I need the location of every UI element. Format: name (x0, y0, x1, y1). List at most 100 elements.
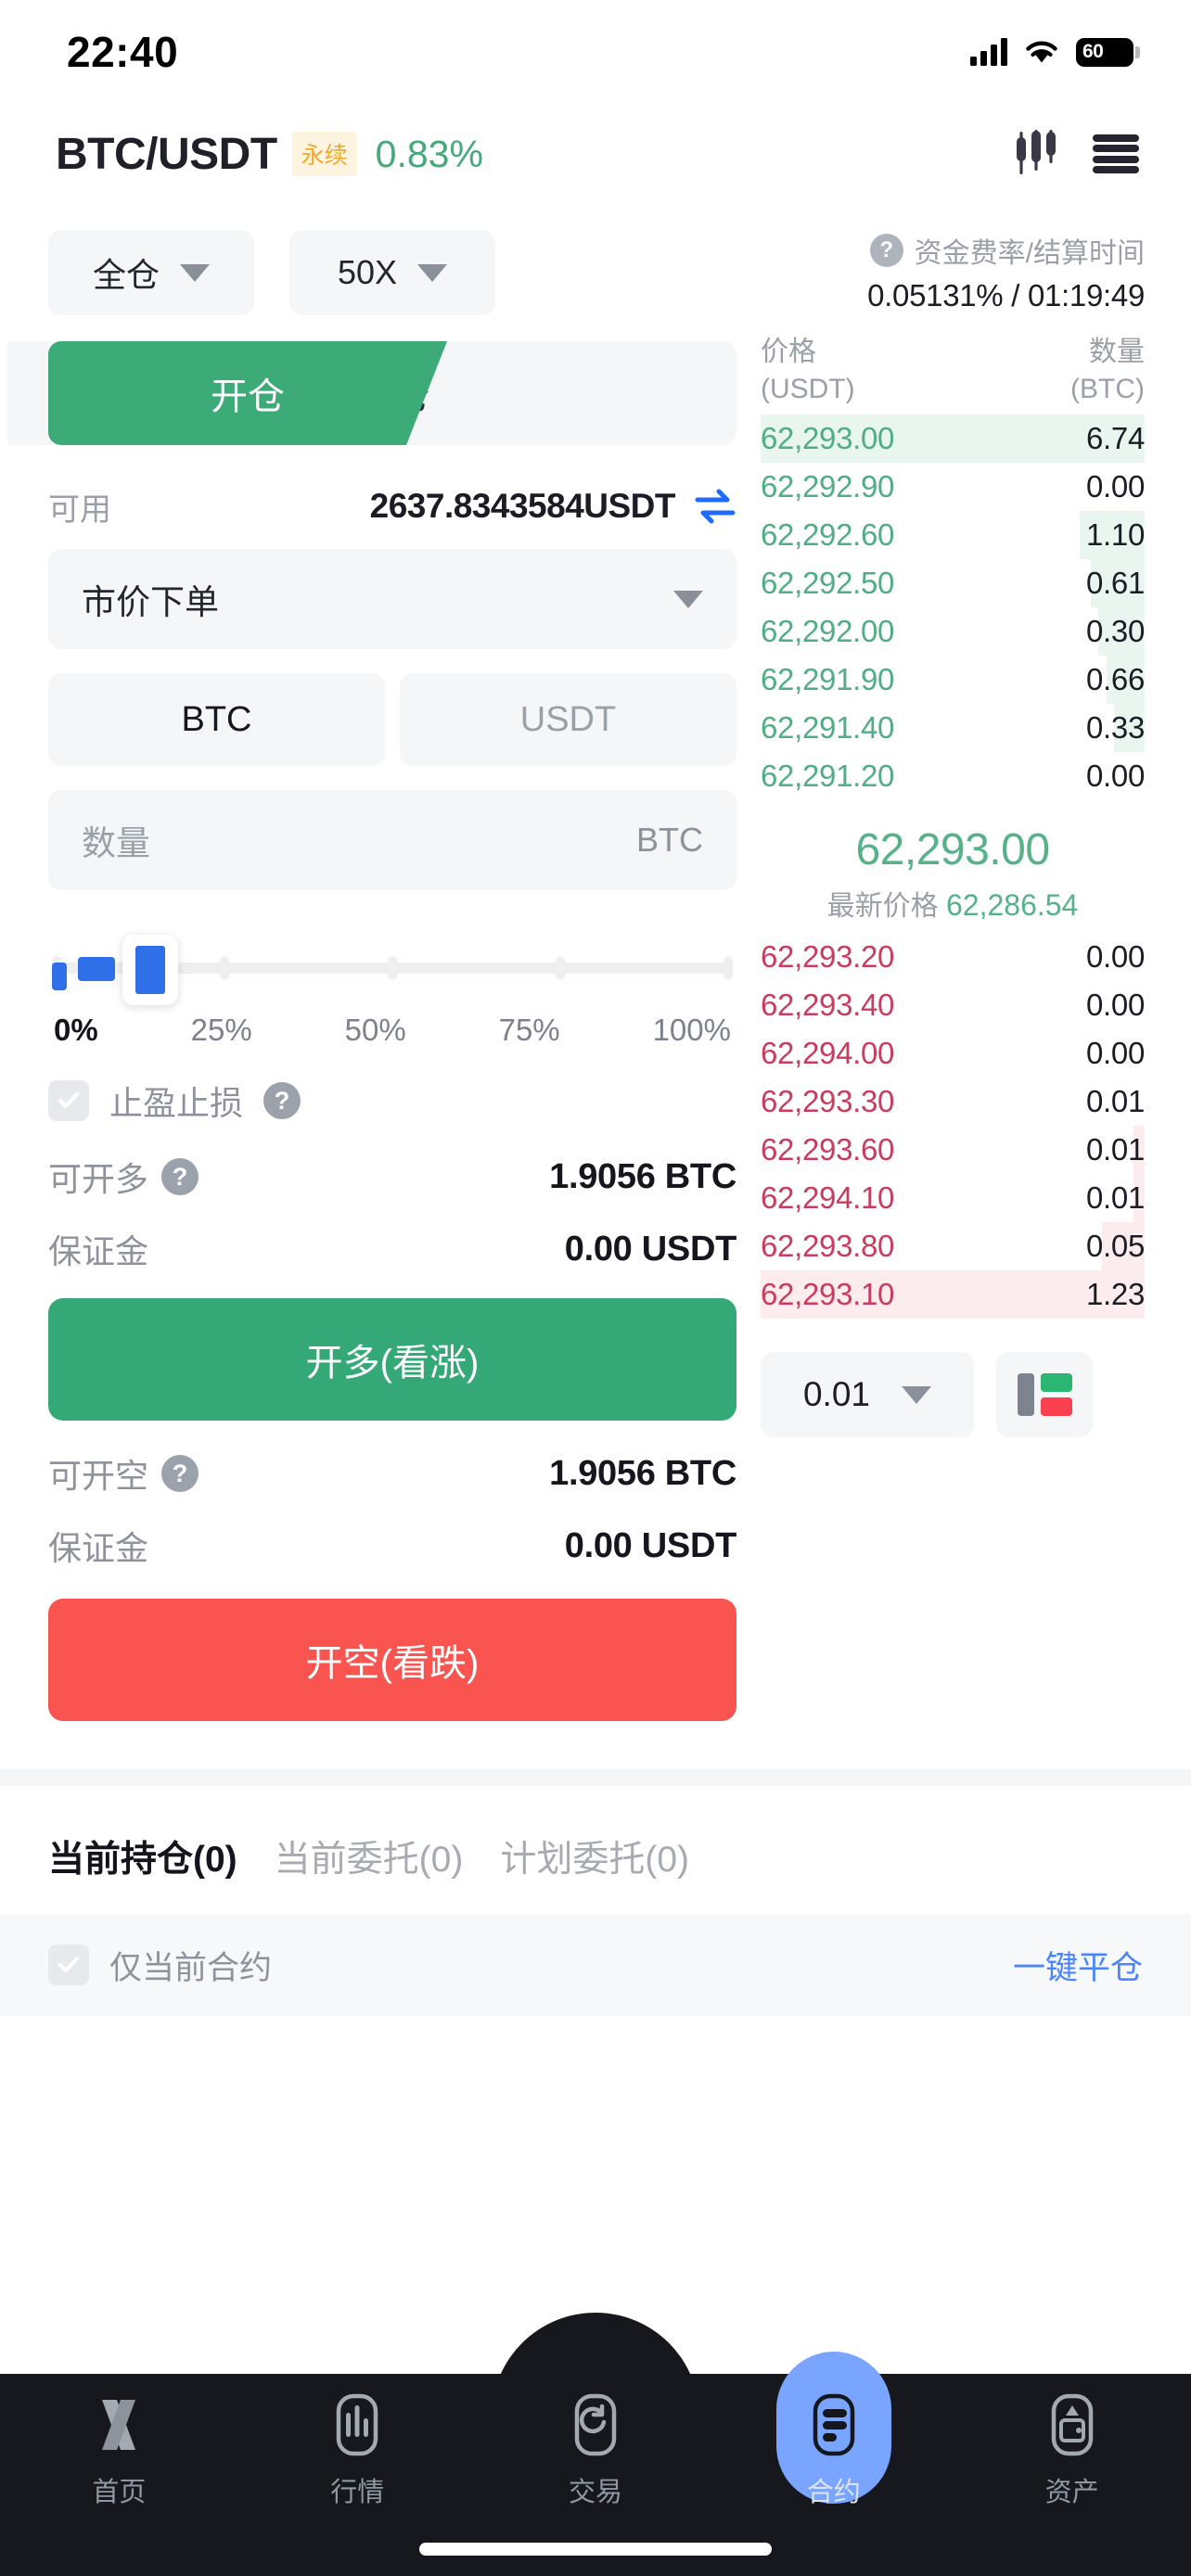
order-book-row[interactable]: 62,292.60 1.10 (761, 511, 1145, 560)
tpsl-checkbox[interactable] (48, 1080, 89, 1121)
nav-label-trade: 交易 (568, 2478, 622, 2507)
open-short-button[interactable]: 开空(看跌) (48, 1599, 736, 1721)
open-long-button[interactable]: 开多(看涨) (48, 1298, 736, 1421)
order-form-column: 全仓 50X 平仓 开仓 (0, 230, 761, 1738)
order-book-row[interactable]: 62,294.10 0.01 (761, 1174, 1145, 1223)
order-type-select[interactable]: 市价下单 (48, 549, 736, 649)
order-book-row[interactable]: 62,293.10 1.23 (761, 1270, 1145, 1320)
order-book-row[interactable]: 62,293.60 0.01 (761, 1126, 1145, 1175)
chevron-down-icon (673, 590, 703, 608)
chevron-down-icon (180, 263, 210, 282)
slider-label-100[interactable]: 100% (652, 1013, 731, 1047)
order-book-row[interactable]: 62,291.90 0.66 (761, 656, 1145, 705)
margin-mode-select[interactable]: 全仓 (48, 230, 254, 315)
order-price: 62,293.10 (761, 1277, 895, 1312)
order-book-row[interactable]: 62,292.50 0.61 (761, 559, 1145, 608)
slider-label-50[interactable]: 50% (344, 1013, 406, 1047)
nav-item-market[interactable]: 行情 (238, 2391, 477, 2522)
nav-label-assets: 资产 (1044, 2478, 1099, 2507)
depth-bar (1133, 1174, 1145, 1223)
help-icon[interactable]: ? (161, 1158, 199, 1195)
section-divider (0, 1769, 1191, 1786)
order-book-footer: 0.01 (761, 1352, 1145, 1438)
order-book-row[interactable]: 62,291.40 0.33 (761, 704, 1145, 753)
close-all-button[interactable]: 一键平仓 (1012, 1949, 1143, 1986)
tab-open-label: 开仓 (211, 376, 285, 417)
order-book-row[interactable]: 62,293.00 6.74 (761, 414, 1145, 464)
order-type-value: 市价下单 (82, 583, 219, 621)
only-current-checkbox[interactable] (48, 1945, 89, 1985)
help-icon[interactable]: ? (161, 1455, 199, 1492)
slider-tick (556, 956, 565, 980)
funding-rate-label: 资金费率/结算时间 (914, 238, 1145, 269)
order-price: 62,291.20 (761, 759, 895, 794)
order-price: 62,292.60 (761, 517, 895, 553)
tab-open-position[interactable]: 开仓 (48, 341, 447, 445)
order-book-row[interactable]: 62,292.90 0.00 (761, 463, 1145, 511)
swap-arrows-icon[interactable] (694, 488, 736, 525)
nav-item-assets[interactable]: 资产 (953, 2391, 1191, 2522)
margin-long-row: 保证金 0.00 USDT (48, 1213, 736, 1285)
order-book-row[interactable]: 62,292.00 0.30 (761, 607, 1145, 657)
order-book-row[interactable]: 62,293.30 0.01 (761, 1078, 1145, 1126)
depth-bar (1133, 1126, 1145, 1175)
hamburger-menu-icon[interactable] (1093, 134, 1139, 173)
slider-labels: 0% 25% 50% 75% 100% (52, 1013, 733, 1048)
col-qty-unit: (BTC) (1070, 373, 1145, 404)
slider-label-25[interactable]: 25% (190, 1013, 252, 1047)
depth-layout-icon[interactable] (996, 1352, 1093, 1438)
order-qty: 0.00 (1085, 759, 1145, 794)
amount-input[interactable]: 数量 BTC (48, 790, 736, 890)
market-bars-icon (326, 2391, 389, 2459)
bottom-nav-bar: 首页 行情 (0, 2313, 1191, 2576)
order-qty: 0.66 (1085, 662, 1145, 697)
margin-short-row: 保证金 0.00 USDT (48, 1510, 736, 1582)
coin-toggle-quote[interactable]: USDT (400, 673, 736, 766)
depth-bar (1102, 1222, 1145, 1271)
nav-item-trade[interactable]: 交易 (477, 2391, 715, 2522)
page-title[interactable]: BTC/USDT (56, 129, 277, 179)
slider-label-0[interactable]: 0% (54, 1013, 98, 1047)
tab-current-positions[interactable]: 当前持仓(0) (48, 1840, 237, 1880)
order-qty: 0.00 (1085, 988, 1145, 1023)
available-value: 2637.8343584USDT (369, 487, 676, 525)
order-book-row[interactable]: 62,291.20 0.00 (761, 752, 1145, 800)
candlestick-chart-icon[interactable] (1013, 130, 1061, 178)
tab-current-orders[interactable]: 当前委托(0) (274, 1840, 464, 1880)
order-book-row[interactable]: 62,294.00 0.00 (761, 1029, 1145, 1078)
amount-slider[interactable] (52, 935, 733, 1005)
price-step-select[interactable]: 0.01 (761, 1352, 974, 1438)
order-qty: 0.01 (1085, 1084, 1145, 1119)
order-price: 62,293.60 (761, 1132, 895, 1167)
coin-quote-label: USDT (519, 699, 617, 739)
order-book-row[interactable]: 62,293.20 0.00 (761, 933, 1145, 981)
coin-toggle-base[interactable]: BTC (48, 673, 385, 766)
open-close-tabs: 平仓 开仓 (7, 341, 736, 445)
order-price: 62,293.30 (761, 1084, 895, 1119)
leverage-select[interactable]: 50X (289, 230, 495, 315)
order-qty: 0.30 (1085, 614, 1145, 649)
order-qty: 0.33 (1085, 710, 1145, 746)
tpsl-row[interactable]: 止盈止损 ? (48, 1061, 736, 1141)
slider-fill-a (52, 963, 67, 990)
tab-plan-orders[interactable]: 计划委托(0) (500, 1840, 690, 1880)
header-pair-block[interactable]: BTC/USDT 永续 0.83% (56, 129, 483, 180)
slider-tick (388, 956, 397, 980)
nav-item-home[interactable]: 首页 (0, 2391, 238, 2522)
chevron-down-icon (902, 1385, 931, 1404)
order-book-row[interactable]: 62,293.40 0.00 (761, 981, 1145, 1029)
margin-long-value: 0.00 USDT (564, 1229, 737, 1269)
nav-item-contract[interactable]: 合约 (714, 2352, 953, 2522)
max-long-label: 可开多 (48, 1160, 149, 1198)
trade-swap-icon (564, 2391, 627, 2459)
available-label: 可用 (48, 491, 111, 528)
slider-handle[interactable] (122, 935, 178, 1005)
order-book-row[interactable]: 62,293.80 0.05 (761, 1222, 1145, 1271)
order-qty: 0.01 (1085, 1180, 1145, 1216)
help-icon[interactable]: ? (869, 234, 903, 267)
help-icon[interactable]: ? (263, 1082, 301, 1119)
funding-rate-value: 0.05131% / 01:19:49 (867, 278, 1145, 312)
slider-label-75[interactable]: 75% (498, 1013, 560, 1047)
slider-tick (724, 956, 733, 980)
max-short-row: 可开空 ? 1.9056 BTC (48, 1437, 736, 1510)
